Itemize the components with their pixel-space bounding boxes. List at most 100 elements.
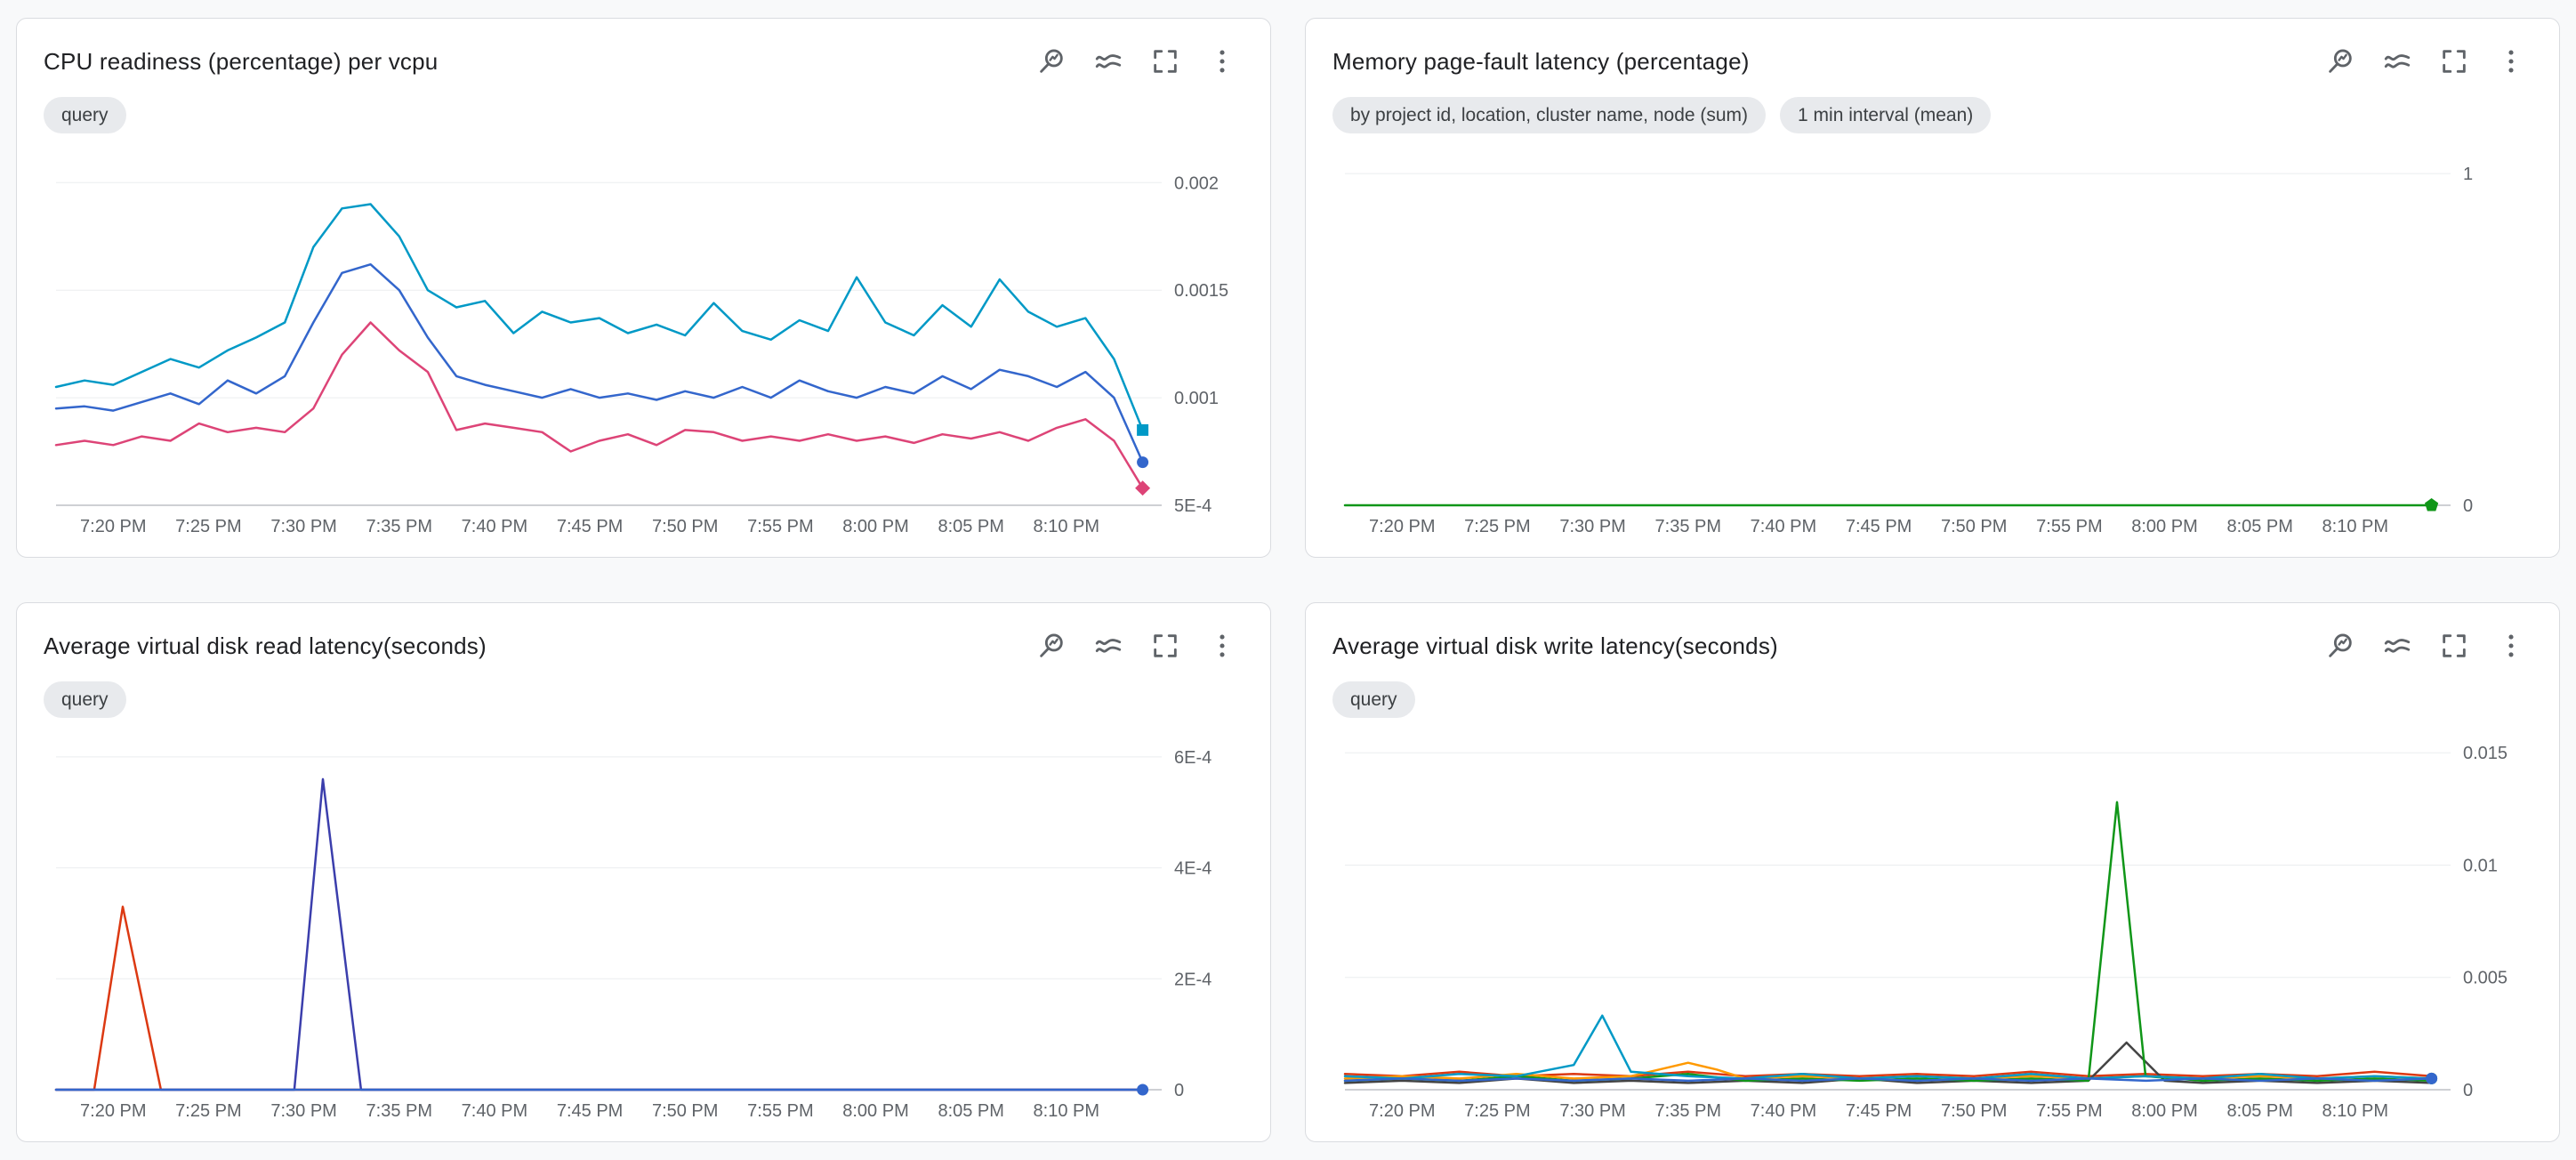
chart-area: 0 1 7:20 PM 7:25 PM 7:30 PM 7:35 PM 7:40 PM 7:4…	[1332, 136, 2532, 541]
chart-title: CPU readiness (percentage) per vcpu	[44, 47, 439, 75]
card-header: CPU readiness (percentage) per vcpu	[44, 40, 1244, 83]
fullscreen-icon[interactable]	[2433, 40, 2475, 83]
fullscreen-icon[interactable]	[2433, 624, 2475, 667]
legend-waves-icon[interactable]	[1087, 624, 1130, 667]
svg-text:7:45 PM: 7:45 PM	[557, 517, 623, 536]
svg-text:8:05 PM: 8:05 PM	[2226, 517, 2292, 536]
svg-text:7:50 PM: 7:50 PM	[1941, 517, 2007, 536]
cpu-readiness-chart[interactable]: 5E-4 0.001 0.0015 0.002 7:20 PM 7:25 PM 7:30 P…	[44, 136, 1244, 541]
fullscreen-icon[interactable]	[1144, 40, 1187, 83]
chip-row: query	[44, 681, 1244, 718]
chart-area: 0 0.005 0.01 0.015 7:20 PM 7:25 PM 7:30 PM 7:35…	[1332, 721, 2532, 1125]
chart-toolbar	[2319, 624, 2532, 667]
svg-text:0: 0	[1174, 1081, 1184, 1100]
svg-text:2E-4: 2E-4	[1174, 970, 1212, 989]
svg-text:7:20 PM: 7:20 PM	[1369, 517, 1435, 536]
svg-text:8:00 PM: 8:00 PM	[2131, 517, 2197, 536]
svg-text:7:55 PM: 7:55 PM	[747, 1101, 813, 1121]
more-options-icon[interactable]	[2490, 624, 2532, 667]
chart-area: 0 2E-4 4E-4 6E-4 7:20 PM 7:25 PM 7:30 PM 7:35 P…	[44, 721, 1244, 1125]
disk-read-latency-chart[interactable]: 0 2E-4 4E-4 6E-4 7:20 PM 7:25 PM 7:30 PM 7:35 P…	[44, 721, 1244, 1125]
svg-text:7:20 PM: 7:20 PM	[80, 517, 146, 536]
chart-card-disk-read-latency: Average virtual disk read latency(second…	[16, 602, 1271, 1142]
query-zoom-icon[interactable]	[1030, 40, 1073, 83]
query-zoom-icon[interactable]	[2319, 624, 2362, 667]
svg-text:7:20 PM: 7:20 PM	[1369, 1101, 1435, 1121]
interval-chip[interactable]: 1 min interval (mean)	[1780, 96, 1992, 133]
more-options-icon[interactable]	[1201, 40, 1244, 83]
svg-text:8:10 PM: 8:10 PM	[1034, 517, 1099, 536]
svg-text:7:30 PM: 7:30 PM	[1559, 517, 1625, 536]
svg-text:0.01: 0.01	[2463, 857, 2498, 876]
svg-text:7:35 PM: 7:35 PM	[366, 517, 432, 536]
svg-text:8:00 PM: 8:00 PM	[2131, 1101, 2197, 1121]
chart-toolbar	[1030, 624, 1244, 667]
svg-text:7:40 PM: 7:40 PM	[462, 1101, 527, 1121]
query-chip[interactable]: query	[1332, 681, 1415, 718]
svg-text:0.002: 0.002	[1174, 173, 1219, 193]
svg-text:7:40 PM: 7:40 PM	[1751, 1101, 1816, 1121]
query-zoom-icon[interactable]	[1030, 624, 1073, 667]
legend-waves-icon[interactable]	[1087, 40, 1130, 83]
query-zoom-icon[interactable]	[2319, 40, 2362, 83]
svg-text:8:10 PM: 8:10 PM	[2322, 1101, 2388, 1121]
fullscreen-icon[interactable]	[1144, 624, 1187, 667]
card-header: Average virtual disk read latency(second…	[44, 624, 1244, 667]
more-options-icon[interactable]	[2490, 40, 2532, 83]
svg-text:5E-4: 5E-4	[1174, 496, 1212, 516]
svg-text:1: 1	[2463, 165, 2473, 184]
chart-area: 5E-4 0.001 0.0015 0.002 7:20 PM 7:25 PM 7:30 P…	[44, 136, 1244, 541]
svg-text:7:45 PM: 7:45 PM	[1846, 517, 1912, 536]
svg-text:7:45 PM: 7:45 PM	[1846, 1101, 1912, 1121]
svg-text:7:50 PM: 7:50 PM	[652, 1101, 718, 1121]
svg-text:7:55 PM: 7:55 PM	[2036, 1101, 2102, 1121]
grouping-chip[interactable]: by project id, location, cluster name, n…	[1332, 96, 1767, 133]
chart-card-disk-write-latency: Average virtual disk write latency(secon…	[1305, 602, 2560, 1142]
card-header: Memory page-fault latency (percentage)	[1332, 40, 2532, 83]
disk-write-latency-chart[interactable]: 0 0.005 0.01 0.015 7:20 PM 7:25 PM 7:30 PM 7:35…	[1332, 721, 2532, 1125]
svg-text:7:35 PM: 7:35 PM	[1655, 1101, 1721, 1121]
chip-row: by project id, location, cluster name, n…	[1332, 96, 2532, 133]
query-chip[interactable]: query	[44, 96, 126, 133]
svg-text:7:25 PM: 7:25 PM	[1464, 1101, 1530, 1121]
more-options-icon[interactable]	[1201, 624, 1244, 667]
svg-text:7:50 PM: 7:50 PM	[1941, 1101, 2007, 1121]
chip-row: query	[1332, 681, 2532, 718]
svg-text:8:05 PM: 8:05 PM	[938, 517, 1003, 536]
svg-text:0.005: 0.005	[2463, 969, 2508, 988]
svg-text:7:30 PM: 7:30 PM	[270, 517, 336, 536]
svg-text:7:30 PM: 7:30 PM	[270, 1101, 336, 1121]
chip-row: query	[44, 96, 1244, 133]
svg-text:8:00 PM: 8:00 PM	[842, 517, 908, 536]
svg-text:7:35 PM: 7:35 PM	[1655, 517, 1721, 536]
svg-text:8:10 PM: 8:10 PM	[2322, 517, 2388, 536]
svg-text:0: 0	[2463, 1081, 2473, 1100]
legend-waves-icon[interactable]	[2376, 40, 2419, 83]
svg-text:4E-4: 4E-4	[1174, 859, 1212, 879]
svg-text:0.0015: 0.0015	[1174, 281, 1228, 301]
svg-text:0.001: 0.001	[1174, 389, 1219, 408]
svg-text:7:25 PM: 7:25 PM	[175, 1101, 241, 1121]
card-header: Average virtual disk write latency(secon…	[1332, 624, 2532, 667]
svg-text:7:55 PM: 7:55 PM	[747, 517, 813, 536]
svg-text:0: 0	[2463, 496, 2473, 516]
svg-text:8:00 PM: 8:00 PM	[842, 1101, 908, 1121]
svg-text:6E-4: 6E-4	[1174, 748, 1212, 768]
svg-text:7:40 PM: 7:40 PM	[1751, 517, 1816, 536]
svg-text:8:10 PM: 8:10 PM	[1034, 1101, 1099, 1121]
svg-text:8:05 PM: 8:05 PM	[2226, 1101, 2292, 1121]
chart-toolbar	[2319, 40, 2532, 83]
svg-text:7:30 PM: 7:30 PM	[1559, 1101, 1625, 1121]
legend-waves-icon[interactable]	[2376, 624, 2419, 667]
svg-text:0.015: 0.015	[2463, 744, 2508, 763]
svg-text:7:20 PM: 7:20 PM	[80, 1101, 146, 1121]
memory-page-fault-chart[interactable]: 0 1 7:20 PM 7:25 PM 7:30 PM 7:35 PM 7:40 PM 7:4…	[1332, 136, 2532, 541]
chart-card-cpu-readiness: CPU readiness (percentage) per vcpu quer…	[16, 18, 1271, 558]
svg-text:7:35 PM: 7:35 PM	[366, 1101, 432, 1121]
query-chip[interactable]: query	[44, 681, 126, 718]
svg-text:7:25 PM: 7:25 PM	[175, 517, 241, 536]
svg-text:7:40 PM: 7:40 PM	[462, 517, 527, 536]
svg-text:7:25 PM: 7:25 PM	[1464, 517, 1530, 536]
chart-title: Average virtual disk read latency(second…	[44, 632, 487, 659]
